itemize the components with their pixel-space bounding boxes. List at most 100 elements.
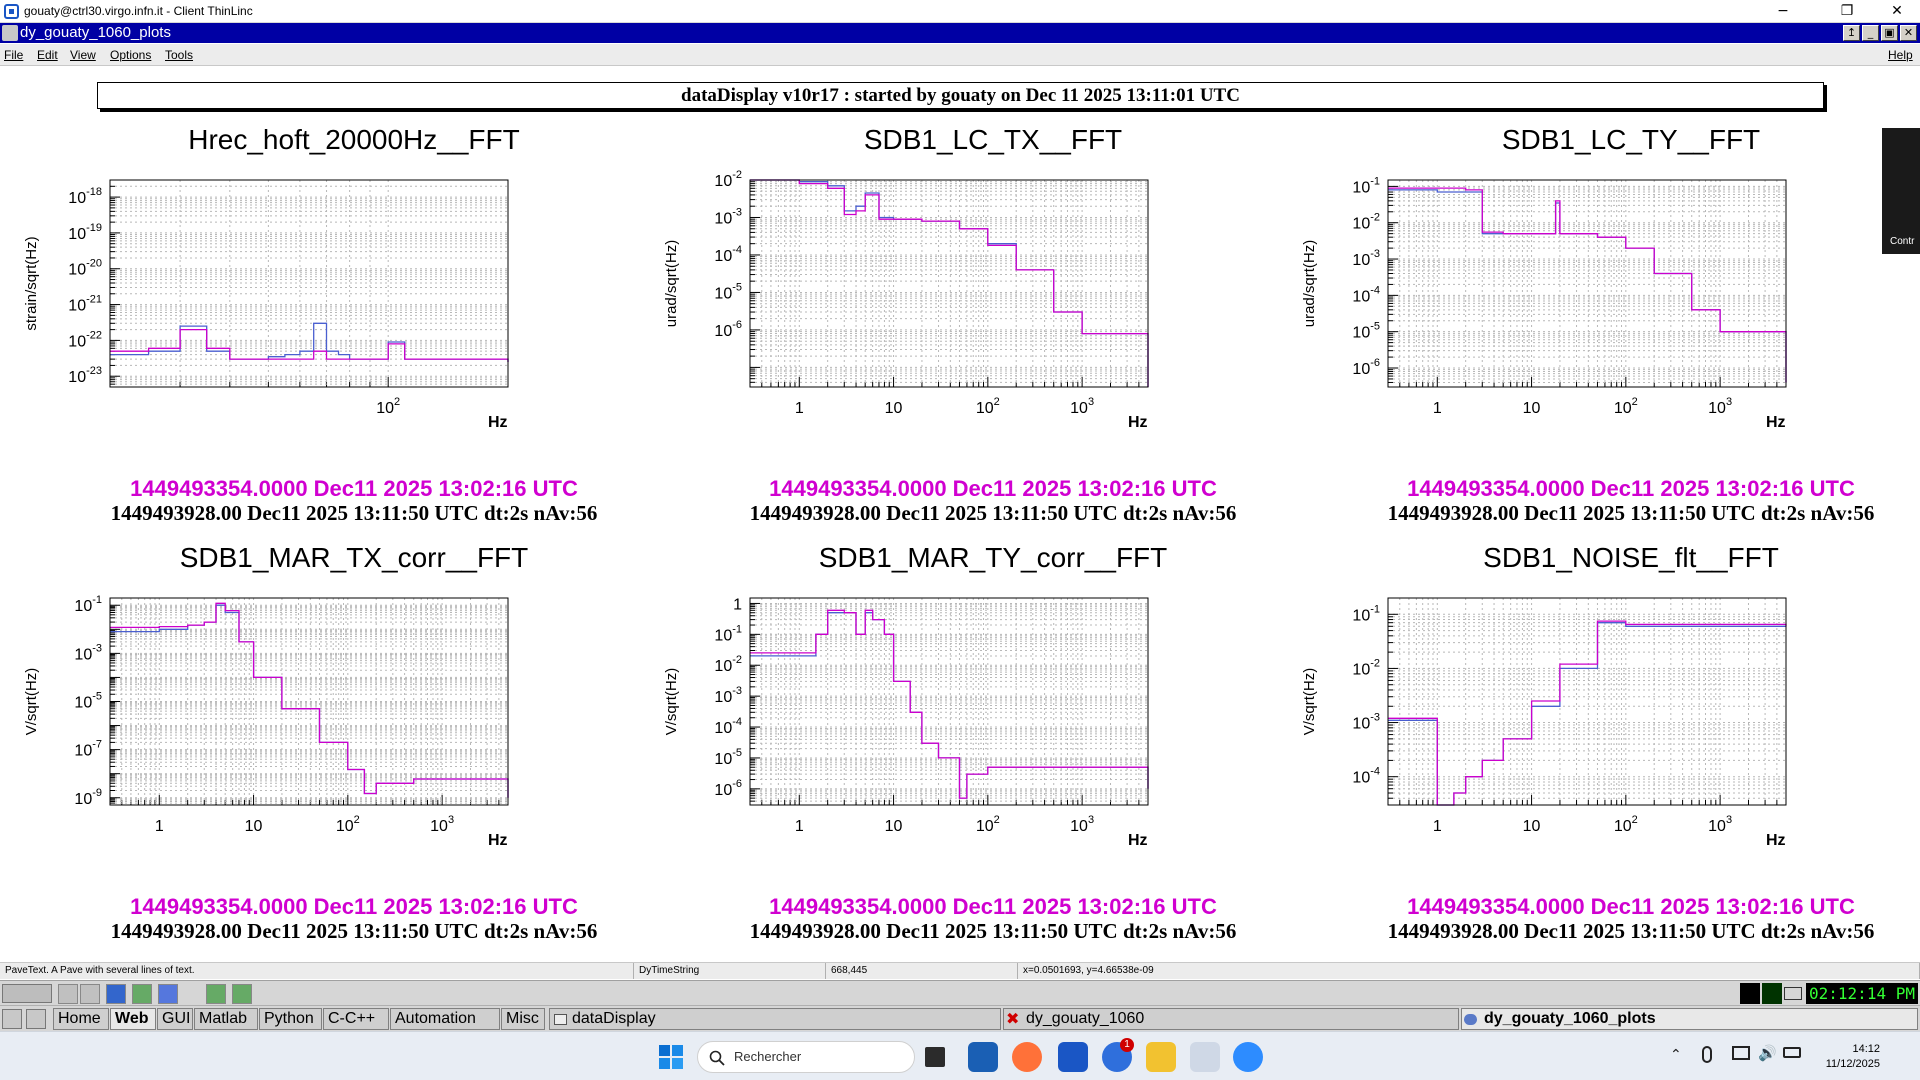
microphone-icon[interactable] bbox=[1702, 1046, 1712, 1063]
window-iconify-button[interactable]: _ bbox=[1862, 25, 1879, 41]
workspace-tab-home[interactable]: Home bbox=[53, 1008, 109, 1030]
task-view-icon[interactable] bbox=[925, 1047, 945, 1067]
menu-edit[interactable]: Edit bbox=[37, 48, 58, 62]
launcher-icon[interactable] bbox=[158, 984, 178, 1004]
launcher-icon[interactable] bbox=[106, 984, 126, 1004]
x-tick-label: 1 bbox=[795, 400, 804, 417]
menu-options[interactable]: Options bbox=[110, 48, 152, 62]
y-tick-label: 10-6 bbox=[714, 778, 742, 799]
y-tick-exponent: -19 bbox=[86, 222, 102, 234]
y-tick-label: 10-2 bbox=[714, 654, 742, 675]
launcher-icon[interactable] bbox=[58, 984, 78, 1004]
trace-current bbox=[1388, 187, 1787, 383]
y-tick-label: 10-3 bbox=[714, 685, 742, 706]
trace-current bbox=[750, 609, 1149, 799]
y-tick-mantissa: 1 bbox=[733, 596, 742, 613]
status-object-name: DyTimeString bbox=[634, 963, 826, 979]
x-tick-label: 103 bbox=[430, 814, 454, 835]
launcher-icon[interactable] bbox=[206, 984, 226, 1004]
taskbar-search[interactable]: Rechercher bbox=[697, 1041, 915, 1073]
x-tick-mantissa: 10 bbox=[430, 818, 448, 835]
trace-reference bbox=[750, 612, 1149, 799]
x-tick-exponent: 2 bbox=[994, 814, 1000, 826]
x-tick-label: 102 bbox=[376, 396, 400, 417]
tray-date: 11/12/2025 bbox=[1825, 1058, 1880, 1070]
plot-frame bbox=[749, 597, 1149, 806]
workspace-tab-web[interactable]: Web bbox=[110, 1008, 156, 1030]
plot-mar-ty[interactable]: 110-110-210-310-410-510-61 10 102 103HzV/sq… bbox=[640, 578, 1280, 898]
outlook-icon[interactable] bbox=[968, 1042, 998, 1072]
workspace-tab-automation[interactable]: Automation bbox=[390, 1008, 500, 1030]
task-dy-gouaty-plots[interactable]: dy_gouaty_1060_plots bbox=[1461, 1008, 1918, 1030]
workspace-tab-matlab[interactable]: Matlab bbox=[194, 1008, 258, 1030]
plot-hrec-hoft[interactable]: 10-1810-1910-2010-2110-2210-23102Hzstrai… bbox=[0, 160, 640, 480]
y-tick-label: 10-2 bbox=[1352, 212, 1380, 233]
menu-tools[interactable]: Tools bbox=[165, 48, 194, 62]
x-tick-exponent: 3 bbox=[1088, 396, 1094, 408]
menu-help[interactable]: Help bbox=[1888, 48, 1913, 62]
y-tick-label: 10-4 bbox=[1352, 284, 1380, 305]
chevron-up-icon[interactable]: ⌃ bbox=[1670, 1047, 1682, 1063]
workspace-tab-cpp[interactable]: C-C++ bbox=[323, 1008, 389, 1030]
search-icon bbox=[709, 1050, 725, 1066]
task-datadisplay[interactable]: dataDisplay bbox=[549, 1008, 1001, 1030]
desktop-switch-icon[interactable] bbox=[26, 1009, 46, 1029]
y-tick-label: 10-23 bbox=[68, 365, 102, 386]
trace-reference bbox=[1388, 622, 1786, 806]
thinlinc-taskbar-icon[interactable] bbox=[1058, 1042, 1088, 1072]
status-coords: x=0.0501693, y=4.66538e-09 bbox=[1018, 963, 1920, 979]
desktop-logo-icon[interactable] bbox=[2, 984, 52, 1003]
y-tick-label: 10-18 bbox=[68, 186, 102, 207]
header-pave[interactable]: dataDisplay v10r17 : started by gouaty o… bbox=[97, 82, 1824, 109]
workspace-tab-python[interactable]: Python bbox=[259, 1008, 322, 1030]
launcher-icon[interactable] bbox=[232, 984, 252, 1004]
battery-icon[interactable] bbox=[1783, 1047, 1801, 1058]
x-axis-unit: Hz bbox=[1128, 832, 1148, 849]
task-dy-gouaty[interactable]: dy_gouaty_1060 bbox=[1003, 1008, 1459, 1030]
x-tick-label: 103 bbox=[1708, 396, 1732, 417]
menu-file[interactable]: File bbox=[4, 48, 24, 62]
window-restore-button[interactable]: ▣ bbox=[1881, 25, 1898, 41]
speaker-icon[interactable]: 🔊 bbox=[1758, 1044, 1777, 1062]
gps-time-stop: 1449493928.00 Dec11 2025 13:11:50 UTC dt… bbox=[1387, 919, 1875, 943]
trace-current bbox=[750, 179, 1149, 387]
launcher-icon[interactable] bbox=[132, 984, 152, 1004]
thinlinc-window-title: gouaty@ctrl30.virgo.infn.it - Client Thi… bbox=[24, 4, 253, 18]
close-button[interactable]: ✕ bbox=[1891, 3, 1903, 19]
plot-frame bbox=[1387, 179, 1787, 388]
x-tick-mantissa: 10 bbox=[1614, 818, 1632, 835]
y-tick-mantissa: 10 bbox=[68, 190, 86, 207]
plot-title: Hrec_hoft_20000Hz__FFT bbox=[188, 124, 520, 155]
maximize-button[interactable]: ❐ bbox=[1840, 3, 1854, 19]
window-close-button[interactable]: ✕ bbox=[1900, 25, 1917, 41]
windows-start-icon[interactable] bbox=[659, 1045, 683, 1069]
x-tick-label: 1 bbox=[1433, 400, 1442, 417]
plot-mar-tx[interactable]: 10-110-310-510-710-91 10 102 103HzV/sqrt(Hz… bbox=[0, 578, 640, 898]
desktop-panel-top: 02:12:14 PM bbox=[0, 980, 1920, 1005]
plot-lc-ty[interactable]: 10-110-210-310-410-510-61 10 102 103Hzurad/… bbox=[1278, 160, 1918, 480]
window-pin-button[interactable]: ↥ bbox=[1843, 25, 1860, 41]
launcher-icon[interactable] bbox=[80, 984, 100, 1004]
notepad-icon[interactable] bbox=[1190, 1042, 1220, 1072]
plot-lc-tx[interactable]: 10-210-310-410-510-61 10 102 103Hzurad/sqrt… bbox=[640, 160, 1280, 480]
x-tick-mantissa: 10 bbox=[245, 818, 263, 835]
menu-icon[interactable] bbox=[2, 1009, 22, 1029]
y-tick-exponent: -4 bbox=[732, 716, 742, 728]
trace-reference bbox=[1388, 189, 1787, 383]
firefox-icon[interactable] bbox=[1012, 1042, 1042, 1072]
y-tick-label: 10-6 bbox=[1352, 357, 1380, 378]
x-tick-label: 102 bbox=[1614, 396, 1638, 417]
minimize-button[interactable]: − bbox=[1777, 3, 1789, 19]
display-icon[interactable] bbox=[1732, 1046, 1750, 1060]
workspace-tab-gui[interactable]: GUI bbox=[157, 1008, 193, 1030]
side-control-tab[interactable]: Contr bbox=[1882, 128, 1920, 254]
workspace-tab-misc[interactable]: Misc bbox=[501, 1008, 545, 1030]
panel-clock: 02:12:14 PM bbox=[1806, 983, 1918, 1004]
zoom-icon[interactable] bbox=[1233, 1042, 1263, 1072]
file-explorer-icon[interactable] bbox=[1146, 1042, 1176, 1072]
mail-icon[interactable] bbox=[1784, 987, 1802, 1000]
menu-view[interactable]: View bbox=[70, 48, 96, 62]
y-tick-mantissa: 10 bbox=[1352, 288, 1370, 305]
tray-clock[interactable]: 14:12 11/12/2025 bbox=[1800, 1042, 1880, 1072]
